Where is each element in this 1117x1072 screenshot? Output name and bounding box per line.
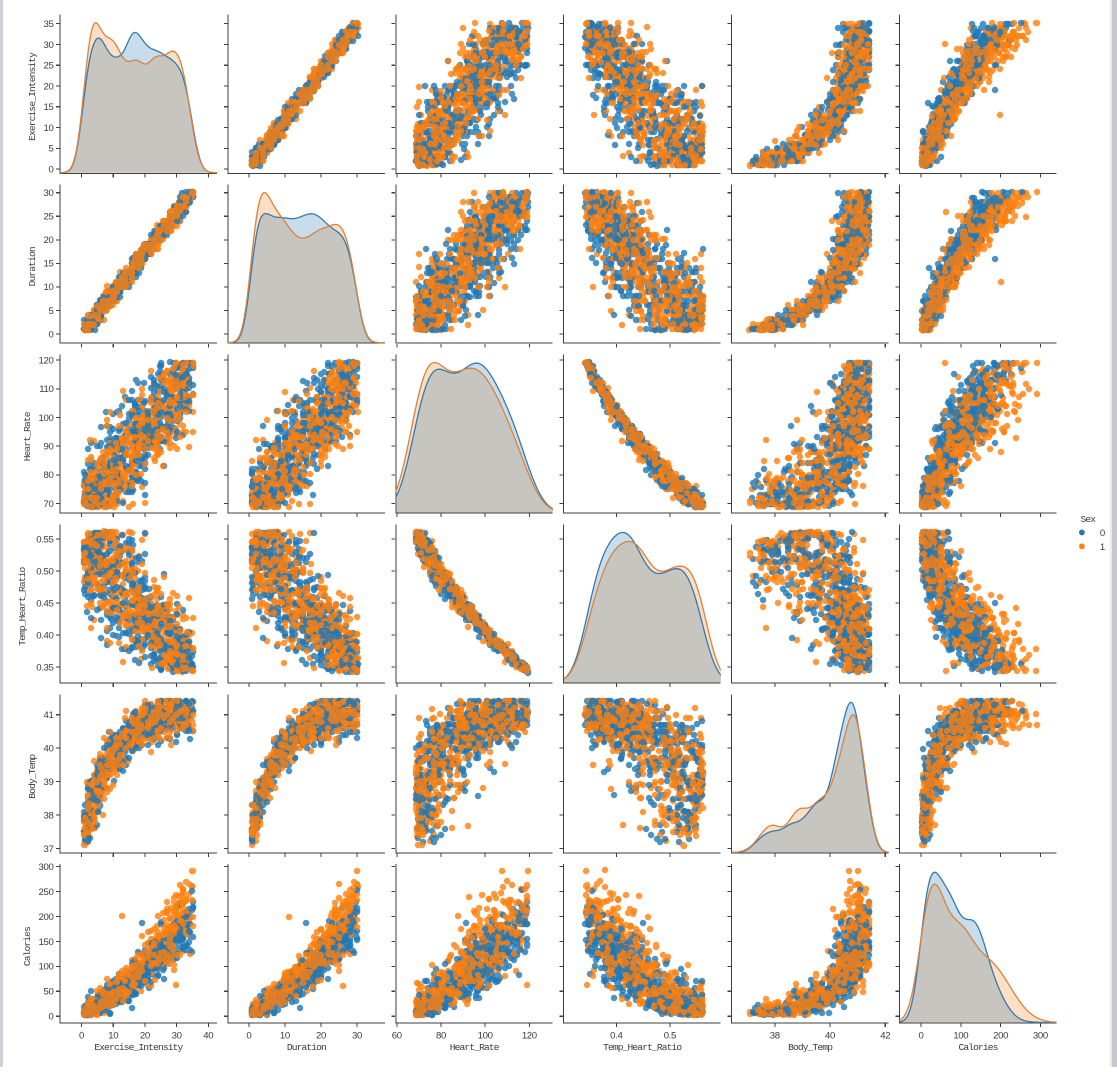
- svg-text:100: 100: [39, 962, 54, 973]
- svg-text:30: 30: [172, 1030, 182, 1041]
- svg-text:150: 150: [39, 937, 54, 948]
- svg-text:Heart_Rate: Heart_Rate: [450, 1042, 500, 1053]
- svg-text:Heart_Rate: Heart_Rate: [22, 411, 33, 461]
- svg-text:20: 20: [44, 235, 54, 246]
- svg-text:5: 5: [49, 306, 54, 317]
- svg-text:0: 0: [49, 1012, 54, 1023]
- svg-text:Calories: Calories: [958, 1042, 997, 1053]
- svg-text:Exercise_Intensity: Exercise_Intensity: [27, 52, 38, 141]
- svg-text:90: 90: [44, 442, 54, 453]
- svg-text:30: 30: [44, 40, 54, 51]
- svg-text:80: 80: [44, 470, 54, 481]
- svg-text:20: 20: [140, 1030, 150, 1041]
- svg-text:30: 30: [44, 188, 54, 199]
- svg-text:0.4: 0.4: [610, 1030, 623, 1041]
- svg-text:Exercise_Intensity: Exercise_Intensity: [94, 1042, 183, 1053]
- svg-text:40: 40: [44, 744, 54, 755]
- svg-text:0.50: 0.50: [36, 567, 53, 578]
- svg-text:0.35: 0.35: [36, 663, 53, 674]
- svg-text:300: 300: [39, 862, 54, 873]
- svg-text:20: 20: [316, 1030, 326, 1041]
- svg-text:70: 70: [44, 499, 54, 510]
- svg-text:0: 0: [49, 165, 54, 176]
- svg-text:38: 38: [770, 1030, 780, 1041]
- svg-text:Duration: Duration: [287, 1042, 326, 1053]
- svg-text:42: 42: [880, 1030, 890, 1041]
- svg-text:10: 10: [44, 123, 54, 134]
- svg-text:200: 200: [39, 912, 54, 923]
- svg-text:Temp_Heart_Ratio: Temp_Heart_Ratio: [603, 1042, 682, 1053]
- svg-text:0: 0: [246, 1030, 251, 1041]
- svg-text:5: 5: [49, 144, 54, 155]
- svg-text:120: 120: [522, 1030, 537, 1041]
- svg-text:39: 39: [44, 777, 54, 788]
- svg-text:Body_Temp: Body_Temp: [27, 754, 38, 799]
- svg-text:200: 200: [993, 1030, 1008, 1041]
- svg-text:0.45: 0.45: [36, 599, 53, 610]
- svg-text:0.40: 0.40: [36, 631, 53, 642]
- svg-text:10: 10: [44, 282, 54, 293]
- svg-text:80: 80: [436, 1030, 446, 1041]
- svg-text:15: 15: [44, 102, 54, 113]
- svg-text:100: 100: [953, 1030, 968, 1041]
- svg-text:60: 60: [392, 1030, 402, 1041]
- svg-text:100: 100: [478, 1030, 493, 1041]
- svg-text:38: 38: [44, 810, 54, 821]
- svg-text:100: 100: [39, 413, 54, 424]
- svg-text:0: 0: [49, 329, 54, 340]
- svg-text:Calories: Calories: [22, 927, 33, 966]
- svg-text:Temp_Heart_Ratio: Temp_Heart_Ratio: [17, 566, 28, 645]
- svg-text:20: 20: [44, 81, 54, 92]
- svg-text:0: 0: [1100, 528, 1105, 539]
- svg-text:25: 25: [44, 212, 54, 223]
- svg-text:40: 40: [825, 1030, 835, 1041]
- svg-text:0.55: 0.55: [36, 535, 53, 546]
- svg-text:10: 10: [280, 1030, 290, 1041]
- svg-text:1: 1: [1100, 542, 1105, 553]
- svg-text:120: 120: [39, 356, 54, 367]
- svg-text:50: 50: [44, 987, 54, 998]
- svg-text:Body_Temp: Body_Temp: [788, 1042, 833, 1053]
- svg-text:0.5: 0.5: [664, 1030, 676, 1041]
- svg-text:0: 0: [79, 1030, 84, 1041]
- svg-text:25: 25: [44, 61, 54, 72]
- svg-text:0: 0: [919, 1030, 924, 1041]
- svg-text:300: 300: [1033, 1030, 1048, 1041]
- svg-text:40: 40: [203, 1030, 213, 1041]
- svg-text:110: 110: [39, 384, 53, 395]
- svg-text:30: 30: [352, 1030, 362, 1041]
- svg-text:250: 250: [39, 887, 54, 898]
- svg-text:41: 41: [44, 710, 54, 721]
- svg-text:10: 10: [108, 1030, 118, 1041]
- svg-text:35: 35: [44, 19, 54, 30]
- svg-text:37: 37: [44, 844, 54, 855]
- svg-text:Sex: Sex: [1080, 514, 1096, 525]
- svg-text:15: 15: [44, 259, 54, 270]
- svg-text:Duration: Duration: [27, 247, 38, 286]
